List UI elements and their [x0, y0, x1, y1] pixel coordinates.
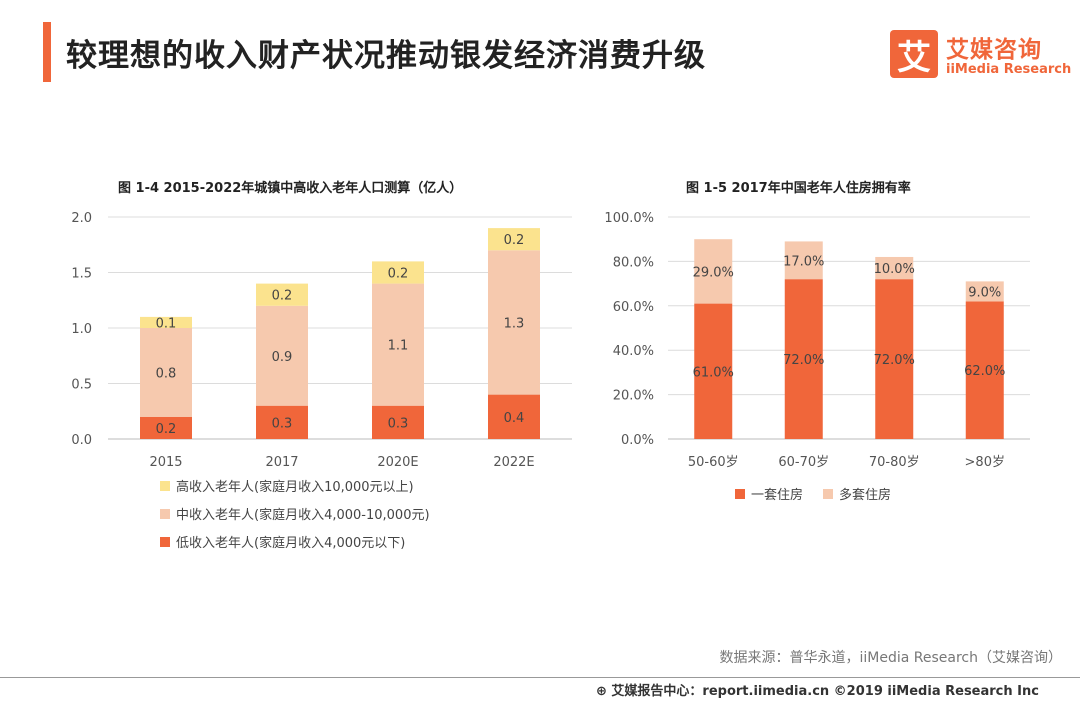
chart-1-data-label: 0.3	[272, 416, 293, 431]
source-note: 数据来源：普华永道，iiMedia Research（艾媒咨询）	[719, 650, 1063, 666]
chart-1-legend-swatch	[160, 537, 170, 547]
chart-2-bar-1	[965, 281, 1004, 302]
chart-2-y-tick: 100.0%	[604, 211, 654, 226]
chart-2-y-tick: 0.0%	[621, 433, 654, 448]
chart-2-x-tick: 60-70岁	[778, 455, 829, 470]
chart-2-y-tick: 20.0%	[613, 389, 654, 404]
chart-2-y-tick: 40.0%	[613, 344, 654, 359]
chart-1-data-label: 1.3	[504, 316, 525, 331]
page-title: 较理想的收入财产状况推动银发经济消费升级	[66, 38, 706, 74]
brand-logo: 艾 艾媒咨询 iiMedia Research	[890, 30, 1071, 82]
chart-1-bar-2	[140, 316, 192, 328]
chart-1-title: 图 1-4 2015-2022年城镇中高收入老年人口测算（亿人）	[118, 180, 462, 196]
chart-2-bar-0	[875, 279, 914, 439]
chart-1-data-label: 1.1	[388, 339, 409, 354]
chart-1-x-tick: 2017	[265, 455, 298, 470]
chart-1-data-label: 0.4	[504, 411, 525, 426]
chart-2-bar-1	[875, 256, 914, 280]
logo-mark: 艾	[890, 30, 938, 78]
chart-1-bar-2	[372, 261, 424, 284]
chart-2-data-label: 62.0%	[964, 364, 1005, 379]
chart-1-legend-label: 中收入老年人(家庭月收入4,000-10,000元)	[176, 507, 430, 523]
chart-1-data-label: 0.2	[156, 422, 177, 437]
chart-1-legend-swatch	[160, 481, 170, 491]
chart-2-y-tick: 80.0%	[613, 255, 654, 270]
chart-1-y-tick: 2.0	[71, 211, 92, 226]
chart-2-bar-1	[784, 241, 823, 280]
chart-2-data-label: 72.0%	[874, 353, 915, 368]
chart-2-data-label: 17.0%	[783, 254, 824, 269]
chart-1-data-label: 0.2	[272, 289, 293, 304]
chart-1-legend-label: 低收入老年人(家庭月收入4,000元以下)	[176, 535, 405, 551]
chart-1-y-tick: 1.5	[71, 267, 92, 282]
footer-divider	[0, 677, 1080, 678]
chart-1-bar-1	[140, 328, 192, 417]
logo-name-cn: 艾媒咨询	[946, 37, 1042, 63]
chart-1-bar-0	[140, 416, 192, 439]
chart-1-bar-0	[488, 394, 540, 439]
chart-2-x-tick: 50-60岁	[688, 455, 739, 470]
chart-1-data-label: 0.2	[504, 233, 525, 248]
chart-2-title: 图 1-5 2017年中国老年人住房拥有率	[686, 180, 911, 196]
chart-1-legend-swatch	[160, 509, 170, 519]
chart-2-x-tick: >80岁	[965, 455, 1005, 470]
chart-1-bar-0	[372, 405, 424, 439]
chart-2-y-tick: 60.0%	[613, 300, 654, 315]
chart-1-bar-1	[488, 250, 540, 395]
chart-1-data-label: 0.2	[388, 267, 409, 282]
title-accent-bar	[43, 22, 51, 82]
chart-1-x-tick: 2020E	[377, 455, 418, 470]
chart-1-bar-1	[256, 305, 308, 406]
chart-1-data-label: 0.3	[388, 416, 409, 431]
chart-1-y-tick: 0.5	[71, 378, 92, 393]
chart-1-y-tick: 1.0	[71, 322, 92, 337]
chart-2-bar-0	[694, 303, 733, 439]
chart-1-x-tick: 2022E	[493, 455, 534, 470]
chart-2-data-label: 72.0%	[783, 353, 824, 368]
chart-2-legend-label: 一套住房	[751, 487, 803, 503]
chart-1-bar-2	[256, 283, 308, 306]
chart-2-legend-swatch	[735, 489, 745, 499]
chart-1-bar-0	[256, 405, 308, 439]
chart-2-data-label: 29.0%	[693, 265, 734, 280]
chart-2-bar-0	[965, 301, 1004, 439]
chart-1-data-label: 0.9	[272, 350, 293, 365]
chart-1-y-tick: 0.0	[71, 433, 92, 448]
chart-2-x-tick: 70-80岁	[869, 455, 920, 470]
chart-1-data-label: 0.1	[156, 316, 177, 331]
chart-2-data-label: 61.0%	[693, 365, 734, 380]
chart-2-bar-1	[694, 239, 733, 304]
chart-1-bar-1	[372, 283, 424, 406]
chart-2-legend-swatch	[823, 489, 833, 499]
chart-2-bar-0	[784, 279, 823, 439]
charts-canvas: 图 1-4 2015-2022年城镇中高收入老年人口测算（亿人） 0.0 0.5 1.…	[71, 180, 1030, 551]
footer-text: ⊕ 艾媒报告中心：report.iimedia.cn ©2019 iiMedia…	[596, 684, 1039, 699]
chart-1-legend-label: 高收入老年人(家庭月收入10,000元以上)	[176, 479, 414, 495]
logo-name-en: iiMedia Research	[946, 62, 1072, 77]
chart-1-x-tick: 2015	[149, 455, 182, 470]
chart-1-bar-2	[488, 228, 540, 251]
chart-2-data-label: 10.0%	[874, 262, 915, 277]
chart-2-legend-label: 多套住房	[839, 487, 891, 503]
chart-1-data-label: 0.8	[156, 366, 177, 381]
chart-2-data-label: 9.0%	[968, 285, 1001, 300]
